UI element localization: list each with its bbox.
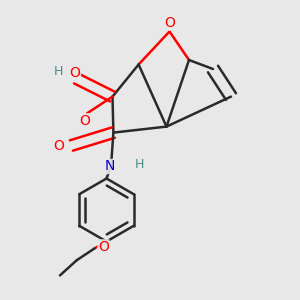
- Text: O: O: [53, 139, 64, 152]
- Text: O: O: [79, 114, 90, 128]
- Text: H: H: [54, 65, 63, 78]
- Text: N: N: [104, 160, 115, 173]
- Text: O: O: [98, 240, 109, 254]
- Text: H: H: [135, 158, 144, 172]
- Text: O: O: [164, 16, 175, 30]
- Text: O: O: [70, 66, 80, 80]
